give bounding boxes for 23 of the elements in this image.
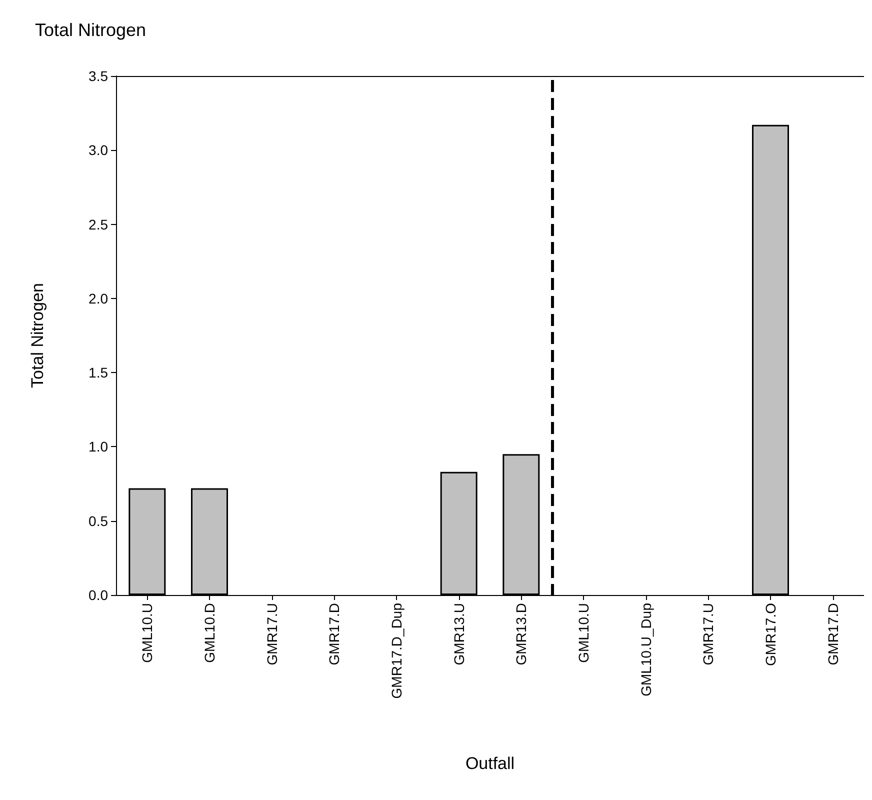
y-tick-label: 1.0 xyxy=(88,438,108,455)
x-tick-label: GMR13.D xyxy=(513,603,530,666)
y-tick-label: 0.0 xyxy=(88,587,108,603)
x-tick-label: GML10.U xyxy=(576,603,592,663)
y-tick-label: 3.5 xyxy=(88,68,108,84)
x-tick-label: GML10.D xyxy=(202,603,218,663)
chart-title: Total Nitrogen xyxy=(35,20,146,40)
y-tick-label: 3.0 xyxy=(88,142,108,158)
x-tick-label: GMR17.U xyxy=(264,603,280,666)
y-tick-label: 0.5 xyxy=(88,512,108,529)
x-tick-label: GMR17.D xyxy=(824,603,841,666)
x-axis-title: Outfall xyxy=(465,754,515,773)
y-tick-label: 2.5 xyxy=(88,216,108,232)
y-axis-title: Total Nitrogen xyxy=(28,283,47,388)
x-tick-label: GMR17.O xyxy=(762,602,778,666)
y-tick-label: 2.0 xyxy=(88,290,108,306)
x-tick-label: GMR17.U xyxy=(700,603,716,666)
y-tick-label: 1.5 xyxy=(88,364,108,381)
x-tick-label: GML10.U_Dup xyxy=(638,602,654,696)
x-tick-label: GMR17.D_Dup xyxy=(388,602,404,699)
x-tick-label: GMR13.U xyxy=(450,603,467,666)
x-tick-label: GMR17.D xyxy=(326,603,342,666)
x-tick-label: GML10.U xyxy=(139,603,156,663)
